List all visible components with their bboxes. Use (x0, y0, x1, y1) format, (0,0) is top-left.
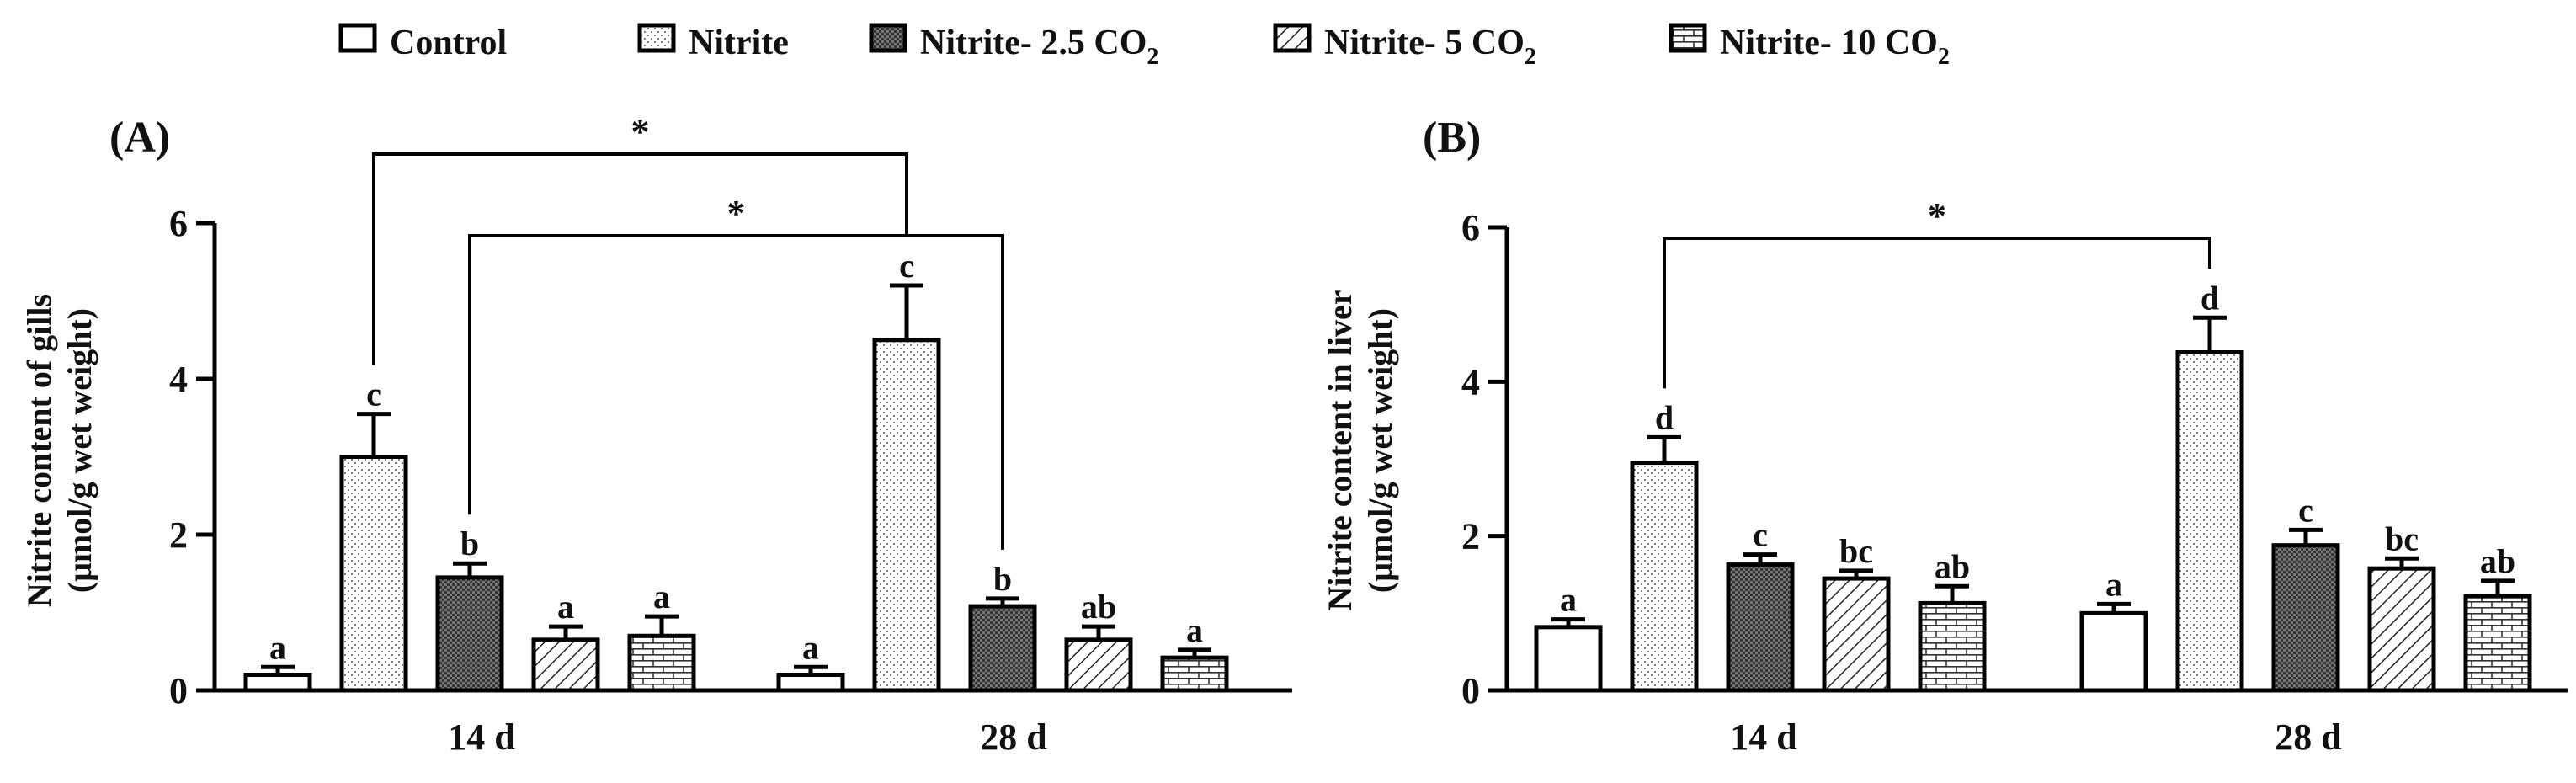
panel-b-letter-nitrite-1: d (2201, 279, 2219, 317)
panel-b-ytick-label-6: 6 (1461, 207, 1480, 248)
legend-swatch-nitrite (637, 23, 676, 53)
panel-b-bar-control-1 (2079, 610, 2148, 693)
panel-a-label: (A) (109, 114, 170, 162)
panel-b-category-14d: 14 d (1730, 716, 1796, 758)
panel-b-bar-n25-1 (2271, 543, 2340, 693)
panel-a-letter-control-1: a (802, 628, 819, 666)
panel-a-bar-n10-0 (627, 633, 696, 693)
panel-a-ytick-label-4: 4 (169, 359, 188, 400)
panel-a-bar-n5-1 (1064, 637, 1133, 693)
panel-b-bar-n10-0 (1918, 600, 1987, 693)
panel-b-bar-nitrite-0 (1630, 461, 1699, 693)
panel-b-bar-control-0 (1534, 625, 1603, 693)
legend-swatch-n25 (869, 23, 907, 53)
panel-b-letter-control-0: a (1560, 581, 1577, 619)
panel-b: (B) Nitrite content in liver (μmol/g wet… (1321, 114, 2568, 758)
panel-a-letter-nitrite-0: c (366, 376, 381, 413)
panel-b-ylabel-line1: Nitrite content in liver (1321, 290, 1359, 611)
panel-a-letter-n25-1: b (993, 560, 1012, 598)
panel-b-letter-n5-1: bc (2385, 519, 2419, 557)
panel-a-bars: a a c c b b a ab a a (243, 247, 1229, 693)
panel-b-bar-n5-1 (2367, 566, 2436, 693)
panel-b-ticks: 0 2 4 6 (1461, 207, 1507, 711)
panel-a-significance-bracket-1 (468, 234, 1004, 550)
panel-a: (A) Nitrite content of gills (μmol/g wet… (20, 111, 1292, 758)
panel-b-letter-n10-1: ab (2480, 542, 2515, 580)
panel-a-category-14d: 14 d (448, 716, 514, 758)
panel-a-letter-n5-1: ab (1081, 588, 1116, 626)
panel-b-bars: a a d d c c bc bc ab ab (1534, 279, 2532, 693)
panel-b-letter-n10-0: ab (1935, 547, 1970, 585)
panel-a-letter-nitrite-1: c (899, 247, 914, 285)
legend-item-nitrite: Nitrite (637, 23, 789, 62)
panel-b-bar-n5-0 (1822, 576, 1891, 693)
panel-a-letter-n10-1: a (1186, 611, 1203, 649)
panel-a-ytick-label-0: 0 (169, 670, 188, 711)
panel-b-ylabel-line2: (μmol/g wet weight) (1361, 308, 1399, 593)
legend-item-n5: Nitrite- 5 CO2 (1273, 23, 1536, 70)
panel-a-significance: ** (372, 111, 1004, 550)
legend-label-n10: Nitrite- 10 CO2 (1720, 24, 1950, 70)
panel-a-bar-control-1 (776, 673, 845, 693)
legend-swatch-n10 (1669, 23, 1707, 53)
panel-a-letter-n25-0: b (460, 525, 479, 562)
panel-b-ytick-label-2: 2 (1461, 516, 1480, 557)
legend-label-nitrite: Nitrite (689, 24, 789, 62)
panel-b-letter-control-1: a (2105, 565, 2122, 603)
panel-b-letter-n5-0: bc (1839, 532, 1873, 570)
panel-a-bar-n25-1 (968, 604, 1037, 693)
panel-a-ylabel-line2: (μmol/g wet weight) (61, 308, 98, 593)
legend-label-control: Control (390, 24, 507, 62)
panel-b-bar-nitrite-1 (2175, 350, 2244, 693)
panel-a-ytick-label-2: 2 (169, 514, 188, 556)
panel-a-bar-control-0 (243, 673, 312, 693)
panel-b-category-28d: 28 d (2275, 716, 2341, 758)
panel-a-bar-n10-1 (1160, 655, 1229, 693)
legend-swatch-control (338, 23, 377, 53)
panel-a-letter-n5-0: a (557, 588, 574, 626)
panel-b-letter-n25-0: c (1753, 516, 1768, 554)
panel-a-bar-nitrite-0 (339, 455, 408, 693)
legend-label-n5: Nitrite- 5 CO2 (1324, 24, 1536, 70)
panel-b-bar-n25-0 (1726, 562, 1795, 693)
legend: Control Nitrite Nitrite- 2.5 CO2 Nitrite- 5… (338, 23, 1950, 70)
panel-a-letter-control-0: a (269, 628, 286, 666)
panel-b-letter-n25-1: c (2298, 491, 2313, 529)
panel-b-bar-n10-1 (2463, 594, 2532, 693)
panel-a-bar-n5-0 (531, 637, 600, 693)
legend-label-n25: Nitrite- 2.5 CO2 (920, 24, 1158, 70)
panel-a-category-28d: 28 d (980, 716, 1046, 758)
panel-a-significance-star-0: * (631, 111, 650, 152)
panel-a-ticks: 0 2 4 6 (169, 203, 215, 711)
legend-swatch-n5 (1273, 23, 1312, 53)
panel-b-label: (B) (1423, 114, 1481, 162)
panel-a-letter-n10-0: a (653, 578, 670, 615)
panel-b-significance: * (1663, 195, 2211, 389)
panel-b-significance-bracket-0 (1663, 237, 2211, 389)
panel-b-significance-star-0: * (1928, 195, 1946, 237)
panel-a-bar-nitrite-1 (872, 338, 941, 693)
panel-a-ytick-label-6: 6 (169, 203, 188, 244)
panel-b-ytick-label-4: 4 (1461, 361, 1480, 402)
panel-a-bar-n25-0 (435, 575, 504, 693)
legend-item-n10: Nitrite- 10 CO2 (1669, 23, 1950, 70)
panel-b-ytick-label-0: 0 (1461, 670, 1480, 711)
panel-a-significance-star-1: * (727, 193, 746, 234)
panel-b-letter-nitrite-0: d (1655, 398, 1674, 436)
legend-item-control: Control (338, 23, 507, 62)
legend-item-n25: Nitrite- 2.5 CO2 (869, 23, 1158, 70)
panel-a-ylabel-line1: Nitrite content of gills (20, 294, 58, 607)
panel-a-significance-bracket-0 (372, 152, 908, 365)
